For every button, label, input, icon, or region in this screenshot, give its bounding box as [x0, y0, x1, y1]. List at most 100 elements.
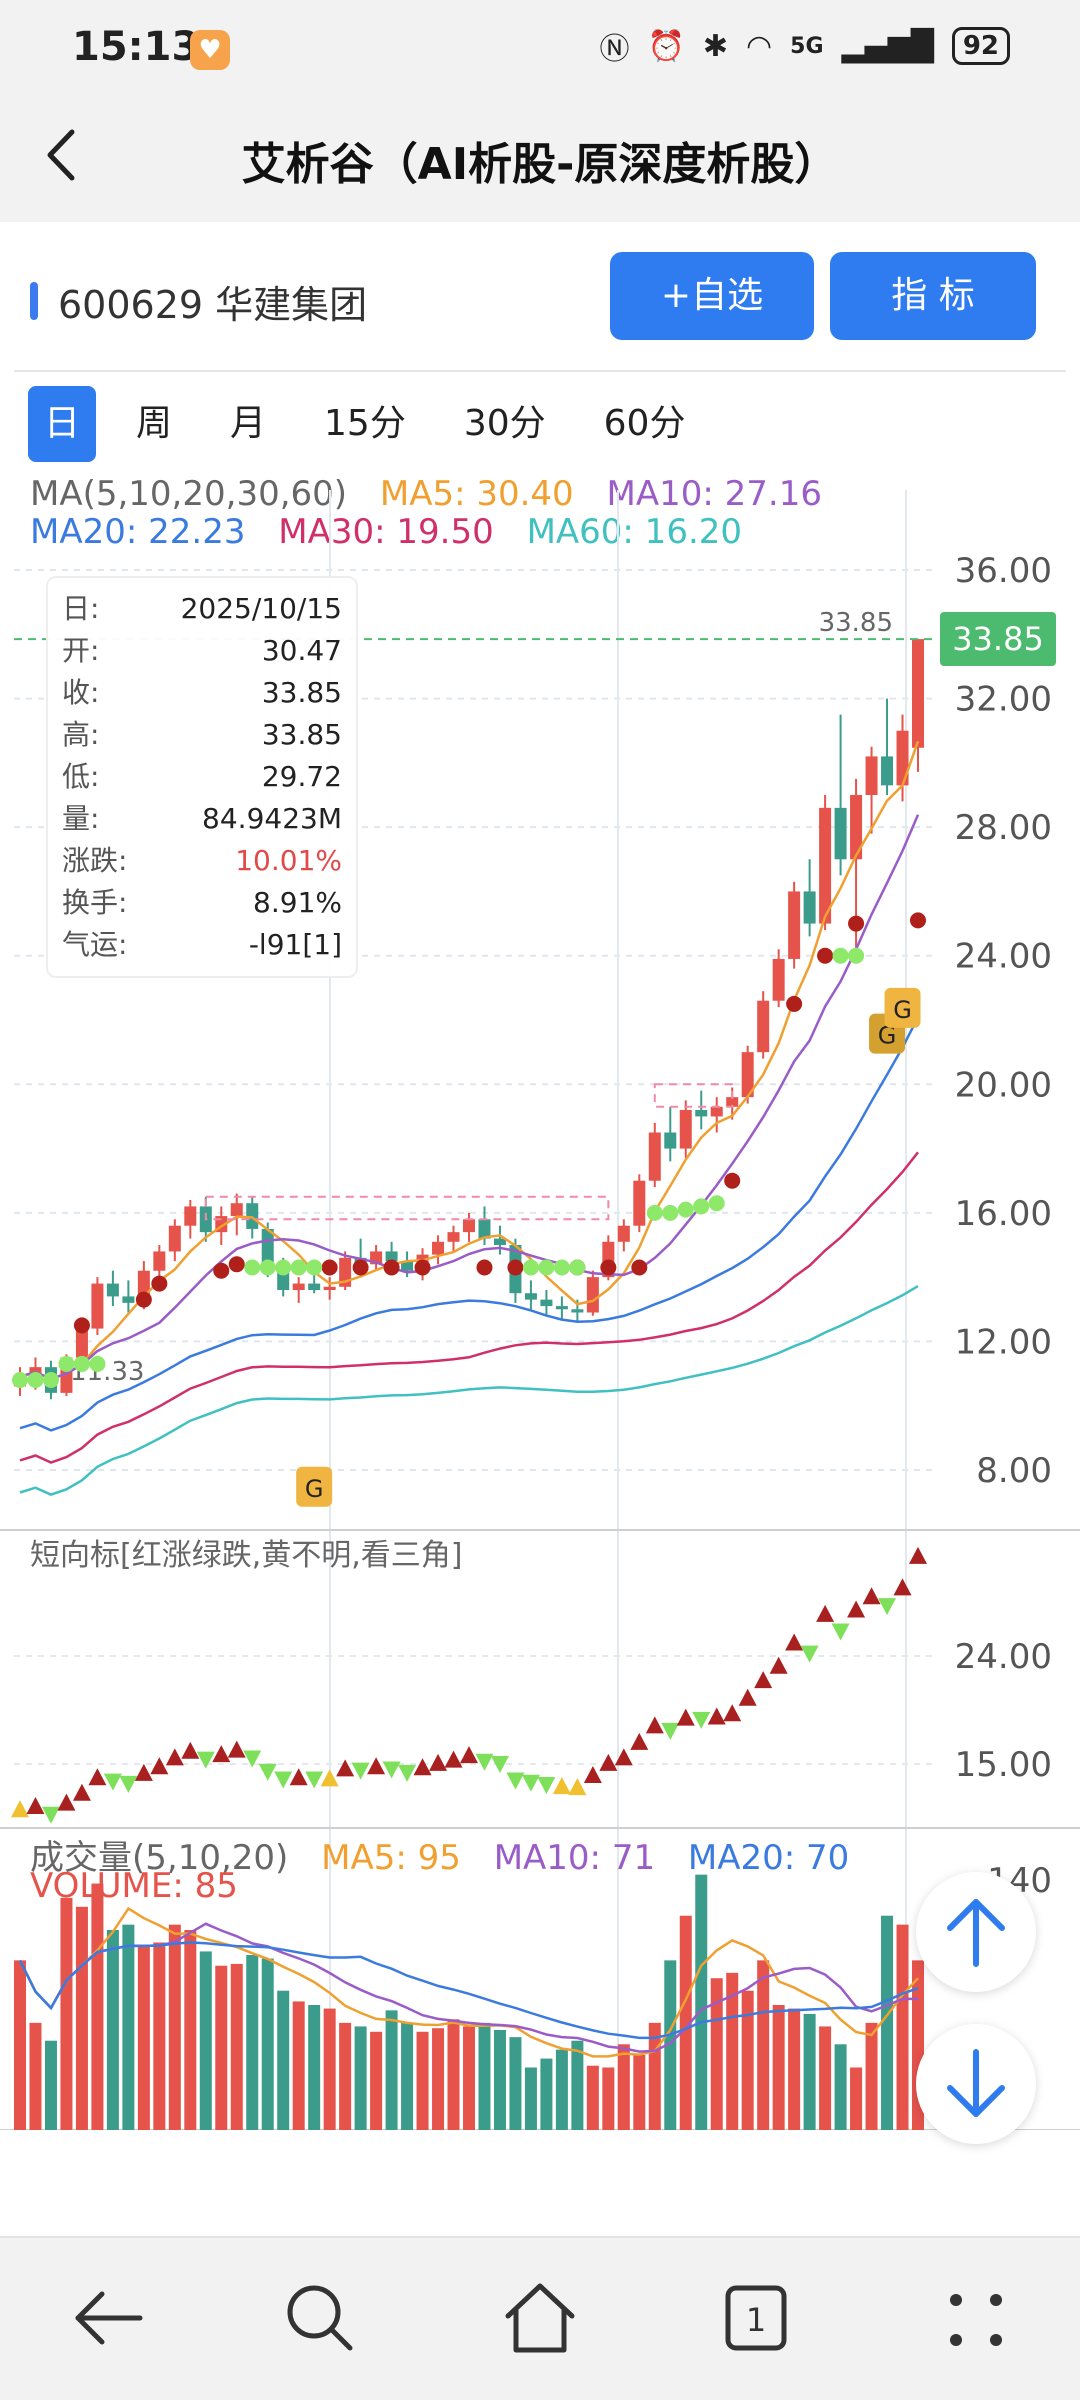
- signal-dot-red: [600, 1259, 617, 1276]
- volume-bar: [323, 2008, 336, 2130]
- candle-body: [788, 891, 801, 959]
- volume-bar: [370, 2031, 383, 2130]
- volume-bar: [44, 2040, 57, 2130]
- candle-body: [803, 891, 816, 924]
- tabs-icon: 1: [725, 2285, 787, 2351]
- trend-triangle: [11, 1800, 29, 1818]
- trend-triangle: [119, 1775, 138, 1793]
- arrow-left-icon: [75, 2291, 143, 2345]
- kline-chart[interactable]: 36.00 32.00 28.00 24.00 20.00 16.00 12.00 8.00 3…: [0, 470, 1080, 2130]
- range-box: [204, 1195, 610, 1221]
- signal-dot-red: [151, 1275, 168, 1292]
- signal-dot-green: [306, 1259, 323, 1276]
- candle-body: [246, 1203, 259, 1229]
- trend-triangle: [26, 1796, 45, 1814]
- trend-triangle: [521, 1774, 540, 1792]
- sub-tick-label: 15.00: [955, 1745, 1052, 1785]
- tab-day[interactable]: 日: [28, 386, 96, 462]
- volume-bar: [602, 2067, 615, 2130]
- add-watchlist-button[interactable]: +自选: [610, 252, 814, 340]
- more-icon: [950, 2294, 1002, 2346]
- search-button[interactable]: [270, 2268, 370, 2368]
- wifi-icon: ◠: [745, 28, 773, 64]
- volume-bar: [865, 2022, 878, 2130]
- alarm-icon: ⏰: [647, 28, 685, 64]
- volume-bar: [896, 1924, 909, 2130]
- scroll-down-button[interactable]: [916, 2024, 1036, 2144]
- signal-badge-g: [296, 1466, 333, 1507]
- current-price-tag: 33.85: [940, 612, 1056, 666]
- candle-body: [850, 795, 863, 860]
- scroll-up-button[interactable]: [916, 1872, 1036, 1992]
- volume-bar: [246, 1955, 259, 2130]
- volume-bar: [679, 1915, 692, 2130]
- candle-body: [323, 1286, 336, 1290]
- vol-ma5-legend: MA5: 95: [321, 1838, 461, 1878]
- price-tick-label: 8.00: [976, 1451, 1052, 1491]
- ma10-legend: MA10: 27.16: [606, 474, 822, 514]
- candle-body: [664, 1132, 677, 1149]
- candle-body: [493, 1238, 506, 1245]
- signal-badge-g-label: G: [878, 1022, 897, 1050]
- candle-body: [91, 1283, 104, 1329]
- tab-60min[interactable]: 60分: [603, 403, 686, 444]
- trend-triangle: [305, 1771, 324, 1789]
- volume-bar: [91, 1883, 104, 2130]
- signal-dot-green: [244, 1259, 261, 1276]
- ma5-line: [19, 740, 920, 1381]
- candle-body: [726, 1097, 739, 1107]
- signal-dot-green: [848, 947, 865, 964]
- trend-triangle: [645, 1716, 664, 1734]
- signal-dot-green: [646, 1204, 663, 1221]
- back-button[interactable]: [30, 120, 100, 190]
- trend-triangle: [723, 1704, 742, 1722]
- trend-triangle: [181, 1741, 200, 1759]
- home-button[interactable]: [490, 2268, 590, 2368]
- volume-bar: [137, 1946, 150, 2130]
- info-volume-label: 量:: [62, 802, 100, 835]
- signal-badge-g-label: G: [893, 996, 912, 1024]
- volume-bar: [586, 2065, 599, 2130]
- volume-bar: [29, 2022, 42, 2130]
- signal-dot-green: [693, 1198, 710, 1215]
- volume-bar: [772, 2005, 785, 2130]
- tab-week[interactable]: 周: [136, 403, 173, 444]
- tab-15min[interactable]: 15分: [324, 403, 406, 444]
- trend-triangle: [831, 1623, 850, 1641]
- candle-body: [463, 1219, 475, 1233]
- vol-ma20-legend: MA20: 70: [687, 1838, 850, 1878]
- browser-back-button[interactable]: [58, 2268, 158, 2368]
- candle-body: [524, 1293, 537, 1300]
- info-date: 2025/10/15: [180, 592, 342, 625]
- trend-triangle: [289, 1768, 308, 1786]
- candle-body: [617, 1225, 630, 1242]
- volume-bar: [292, 2001, 305, 2130]
- tab-month[interactable]: 月: [230, 403, 267, 444]
- trend-triangle: [769, 1656, 788, 1674]
- more-button[interactable]: [926, 2268, 1026, 2368]
- trend-triangle: [351, 1762, 370, 1780]
- trend-triangle: [41, 1806, 60, 1824]
- volume-bar: [617, 2044, 630, 2130]
- tabs-button[interactable]: 1: [706, 2268, 806, 2368]
- candle-body: [540, 1299, 553, 1307]
- price-tick-label: 28.00: [955, 808, 1052, 848]
- ma-legend-row2: MA20: 22.23 MA30: 19.50 MA60: 16.20: [30, 512, 764, 552]
- volume-bar: [710, 1978, 723, 2130]
- candle-body: [571, 1309, 584, 1313]
- info-low-label: 低:: [62, 760, 100, 793]
- candle-body: [757, 1000, 770, 1053]
- signal-dot-red: [848, 915, 865, 932]
- candle-body: [710, 1106, 723, 1117]
- volume-bar: [447, 2019, 460, 2130]
- indicator-button[interactable]: 指 标: [830, 252, 1036, 340]
- candle-body: [292, 1283, 305, 1290]
- info-luck-label: 气运:: [62, 928, 128, 961]
- tab-30min[interactable]: 30分: [463, 403, 546, 444]
- volume-bar: [401, 2022, 414, 2130]
- trend-triangle: [506, 1772, 525, 1790]
- ma10-line: [19, 814, 920, 1381]
- candle-body: [834, 807, 847, 860]
- signal-dot-green: [677, 1201, 694, 1218]
- ma30-line: [19, 1151, 919, 1464]
